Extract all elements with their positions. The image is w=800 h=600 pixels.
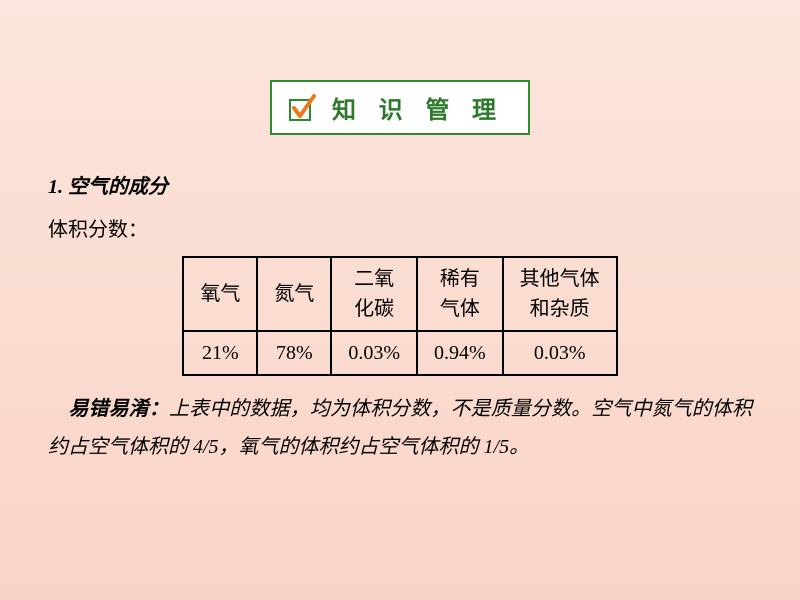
composition-table: 氧气 氮气 二氧化碳 稀有气体 其他气体和杂质 21% 78% 0.03% 0.…: [182, 256, 617, 376]
table-header-cell: 氧气: [183, 257, 257, 331]
section-heading: 1. 空气的成分: [48, 170, 752, 199]
table-header-cell: 氮气: [257, 257, 331, 331]
table-row: 21% 78% 0.03% 0.94% 0.03%: [183, 331, 616, 375]
table-value-cell: 0.03%: [331, 331, 417, 375]
notes-label: 易错易淆：: [68, 398, 169, 420]
table-value-cell: 21%: [183, 331, 257, 375]
section-title-text: 空气的成分: [68, 176, 168, 198]
table-row: 氧气 氮气 二氧化碳 稀有气体 其他气体和杂质: [183, 257, 616, 331]
table-header-cell: 二氧化碳: [331, 257, 417, 331]
checkmark-icon: [288, 94, 316, 122]
table-value-cell: 78%: [257, 331, 331, 375]
knowledge-banner: 知 识 管 理: [270, 80, 530, 135]
banner-title: 知 识 管 理: [332, 90, 504, 125]
table-container: 氧气 氮气 二氧化碳 稀有气体 其他气体和杂质 21% 78% 0.03% 0.…: [48, 256, 752, 376]
table-header-cell: 稀有气体: [417, 257, 503, 331]
content-area: 1. 空气的成分 体积分数： 氧气 氮气 二氧化碳 稀有气体 其他气体和杂质 2…: [48, 170, 752, 466]
table-value-cell: 0.94%: [417, 331, 503, 375]
subtitle: 体积分数：: [48, 213, 752, 242]
table-value-cell: 0.03%: [503, 331, 617, 375]
table-header-cell: 其他气体和杂质: [503, 257, 617, 331]
notes-paragraph: 易错易淆：上表中的数据，均为体积分数，不是质量分数。空气中氮气的体积约占空气体积…: [48, 390, 752, 466]
section-number: 1: [48, 176, 58, 198]
